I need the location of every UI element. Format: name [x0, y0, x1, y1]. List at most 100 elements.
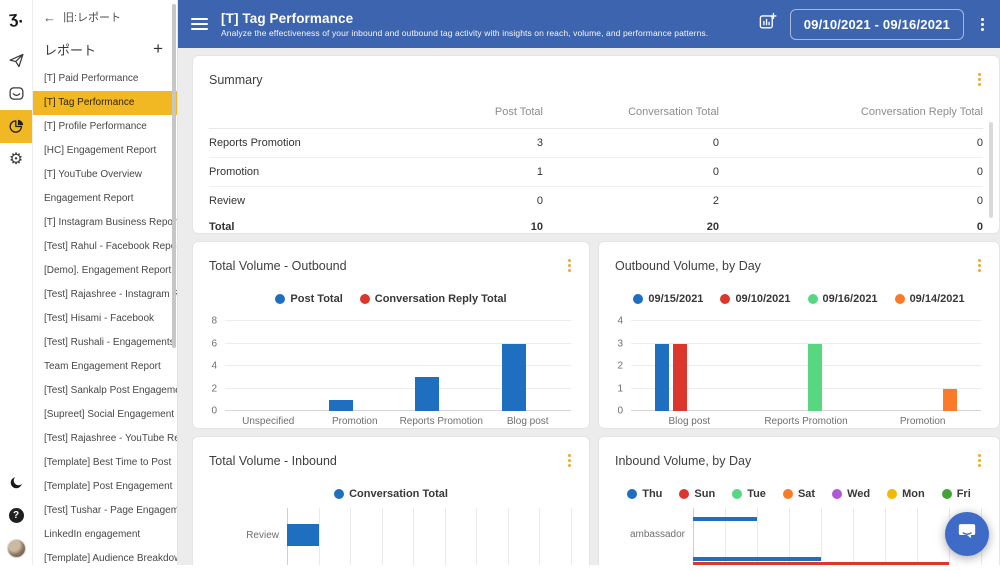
report-list-item[interactable]: [Template] Best Time to Post [44, 457, 172, 468]
card-menu-icon[interactable] [564, 450, 575, 471]
y-tick-label: 6 [211, 338, 217, 349]
legend-item[interactable]: 09/16/2021 [807, 293, 878, 305]
report-list-item[interactable]: [Test] Rajashree - Instagram Rep [44, 289, 177, 300]
chart-legend: Conversation Total [193, 488, 589, 500]
help-button[interactable]: ? [0, 499, 32, 532]
dark-mode-toggle[interactable] [0, 466, 32, 499]
legend-item[interactable]: Conversation Total [334, 488, 448, 500]
profile-menu[interactable] [0, 532, 32, 565]
chart-title: Outbound Volume, by Day [615, 258, 761, 273]
back-arrow-icon: ← [43, 9, 56, 25]
nav-inbox[interactable] [0, 77, 32, 110]
report-list-item[interactable]: [Test] Tushar - Page Engagement [44, 505, 177, 516]
bar-blog-post [673, 343, 688, 411]
metric-value: 0 [976, 166, 983, 178]
date-range-picker[interactable]: 09/10/2021 - 09/16/2021 [789, 8, 964, 40]
report-list-item[interactable]: [Test] Hisami - Facebook [44, 313, 155, 324]
summary-menu-icon[interactable] [974, 69, 985, 90]
legend-dot-icon [732, 489, 743, 499]
legend-item[interactable]: 09/14/2021 [894, 293, 965, 305]
tag-name: Total [209, 221, 235, 233]
add-chart-button[interactable] [758, 12, 777, 36]
nav-settings[interactable]: ⚙ [0, 143, 32, 176]
y-tick-label: 0 [617, 405, 623, 417]
nav-reports[interactable] [0, 110, 32, 143]
report-list-item[interactable]: [Supreet] Social Engagement [44, 409, 175, 420]
metric-value: 2 [712, 195, 719, 207]
legend-item[interactable]: Fri [941, 488, 971, 500]
report-list-item[interactable]: [Test] Rajashree - YouTube Rep. [44, 433, 177, 444]
report-list-item[interactable]: [Test] Sankalp Post Engagement [44, 385, 177, 396]
add-report-button[interactable]: + [153, 39, 163, 58]
gear-icon: ⚙ [8, 150, 24, 168]
metric-value: 20 [706, 221, 719, 233]
legend-item[interactable]: Conversation Reply Total [359, 293, 507, 305]
chart-x-labels: Blog post Reports Promotion Promotion [631, 416, 981, 427]
avatar [6, 539, 26, 558]
y-tick-label: 2 [211, 383, 217, 394]
bar-reports-promotion [808, 343, 822, 411]
card-menu-icon[interactable] [974, 450, 985, 471]
hamburger-menu-icon[interactable] [191, 15, 208, 33]
legend-dot-icon [782, 489, 793, 499]
chart-card-total-volume-outbound: Total Volume - Outbound Post Total Conver… [192, 241, 590, 429]
report-list-item[interactable]: [T] Instagram Business Report [44, 217, 177, 228]
nav-publish[interactable] [0, 44, 32, 77]
table-row: Review 0 2 0 [209, 187, 983, 216]
bar-customer-support [693, 562, 949, 565]
chart-card-total-volume-inbound: Total Volume - Inbound Conversation Tota… [192, 436, 590, 565]
legend-item[interactable]: Post Total [275, 293, 343, 305]
metric-value: 3 [536, 137, 543, 149]
legend-item[interactable]: Mon [887, 488, 925, 500]
legend-item[interactable]: Sat [782, 488, 815, 500]
dashboard-content: Summary Post Total Conversation Total Conv… [178, 48, 1000, 565]
legend-label: Fri [956, 488, 971, 500]
panel-scrollbar[interactable] [172, 4, 176, 348]
report-list-item[interactable]: [Template] Audience Breakdown [44, 553, 177, 564]
chart-card-outbound-volume-by-day: Outbound Volume, by Day 09/15/2021 09/10/… [598, 241, 1000, 429]
paper-plane-icon [8, 52, 25, 69]
header-menu-icon[interactable] [977, 14, 988, 35]
report-list-item[interactable]: [T] Paid Performance [44, 73, 139, 84]
legend-label: 09/14/2021 [909, 293, 965, 305]
report-list-item[interactable]: [T] YouTube Overview [44, 169, 143, 180]
inbox-icon [8, 85, 25, 102]
report-list-item[interactable]: Engagement Report [44, 193, 134, 204]
legend-dot-icon [275, 294, 286, 304]
tag-name: Review [209, 195, 246, 207]
report-list-item[interactable]: [Demo]. Engagement Report [44, 265, 172, 276]
legend-item[interactable]: Tue [732, 488, 766, 500]
report-list-item[interactable]: [T] Profile Performance [44, 121, 147, 132]
report-list-item[interactable]: Team Engagement Report [44, 361, 161, 372]
back-label: 旧:レポート [63, 12, 122, 24]
back-link[interactable]: ← 旧:レポート [33, 0, 177, 27]
bar-promotion [328, 399, 353, 411]
table-row: Total 10 20 0 [209, 215, 983, 233]
chat-widget-button[interactable] [945, 512, 989, 556]
summary-table: Post Total Conversation Total Conversation… [209, 94, 983, 233]
report-list-item[interactable]: [Test] Rushali - Engagements [44, 337, 175, 348]
legend-item[interactable]: Wed [832, 488, 870, 500]
card-menu-icon[interactable] [974, 255, 985, 276]
report-list-item[interactable]: [Template] Post Engagement [44, 481, 173, 492]
card-menu-icon[interactable] [564, 255, 575, 276]
chart-plot: 0 2 4 6 8 [211, 316, 571, 417]
y-tick-label: 3 [617, 338, 623, 349]
report-list-item[interactable]: [Test] Rahul - Facebook Report [44, 241, 177, 252]
x-category-label: Reports Promotion [399, 416, 483, 427]
legend-label: Mon [902, 488, 925, 500]
legend-dot-icon [633, 294, 644, 304]
report-list-item[interactable]: [T] Tag Performance [33, 91, 177, 115]
legend-item[interactable]: Thu [627, 488, 662, 500]
summary-table-scrollbar[interactable] [989, 122, 993, 218]
pie-chart-icon [8, 118, 25, 135]
legend-item[interactable]: 09/10/2021 [720, 293, 791, 305]
legend-item[interactable]: Sun [679, 488, 715, 500]
report-list-item[interactable]: [HC] Engagement Report [44, 145, 157, 156]
legend-dot-icon [334, 489, 345, 499]
add-chart-icon [758, 12, 777, 36]
y-category-label: ambassador [629, 528, 685, 540]
report-list-item[interactable]: LinkedIn engagement [44, 529, 141, 540]
legend-item[interactable]: 09/15/2021 [633, 293, 703, 305]
table-row: Reports Promotion 3 0 0 [209, 129, 983, 158]
